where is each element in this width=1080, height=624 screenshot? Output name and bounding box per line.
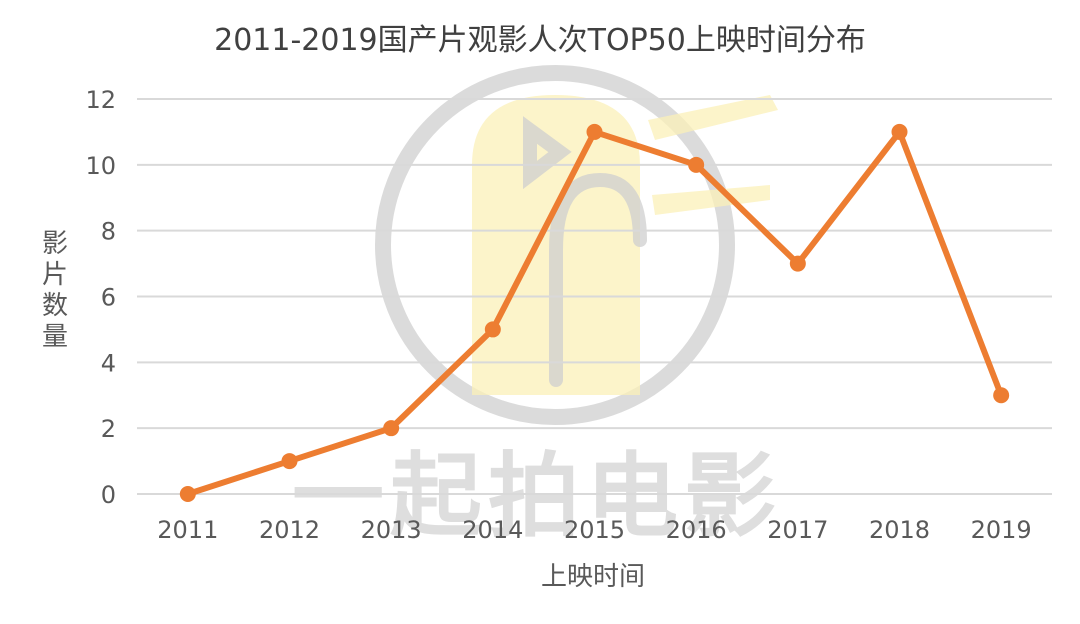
y-tick-label: 6: [101, 284, 116, 312]
watermark-logo-icon: 一起拍电影: [292, 65, 782, 550]
data-point: [789, 255, 806, 272]
watermark-text: 一起拍电影: [292, 443, 782, 550]
x-tick-label: 2012: [259, 516, 320, 544]
grid-layer: [137, 98, 1052, 495]
y-axis-title: 影片数量: [42, 229, 68, 352]
y-axis-ticks: 0 2 4 6 8 10 12: [85, 86, 116, 509]
data-point: [586, 123, 603, 140]
data-point: [993, 387, 1010, 404]
data-point: [281, 453, 298, 470]
data-point: [484, 321, 501, 338]
x-axis-title: 上映时间: [541, 562, 645, 592]
x-tick-label: 2018: [869, 516, 930, 544]
y-tick-label: 12: [85, 86, 116, 114]
y-tick-label: 8: [101, 218, 116, 246]
x-tick-label: 2016: [666, 516, 727, 544]
x-tick-label: 2011: [157, 516, 218, 544]
x-tick-label: 2013: [361, 516, 422, 544]
chart-title: 2011-2019国产片观影人次TOP50上映时间分布: [214, 23, 866, 58]
data-point: [688, 156, 705, 173]
y-tick-label: 0: [101, 481, 116, 509]
y-tick-label: 10: [85, 152, 116, 180]
data-point: [891, 123, 908, 140]
x-tick-label: 2017: [767, 516, 828, 544]
data-point: [179, 486, 196, 502]
x-tick-label: 2014: [462, 516, 523, 544]
y-tick-label: 2: [101, 415, 116, 443]
x-tick-label: 2019: [971, 516, 1032, 544]
y-tick-label: 4: [101, 349, 116, 377]
series-layer: [179, 123, 1010, 502]
x-tick-label: 2015: [564, 516, 625, 544]
x-axis-ticks: 2011 2012 2013 2014 2015 2016 2017 2018 2019: [157, 516, 1031, 544]
data-point: [383, 420, 400, 437]
